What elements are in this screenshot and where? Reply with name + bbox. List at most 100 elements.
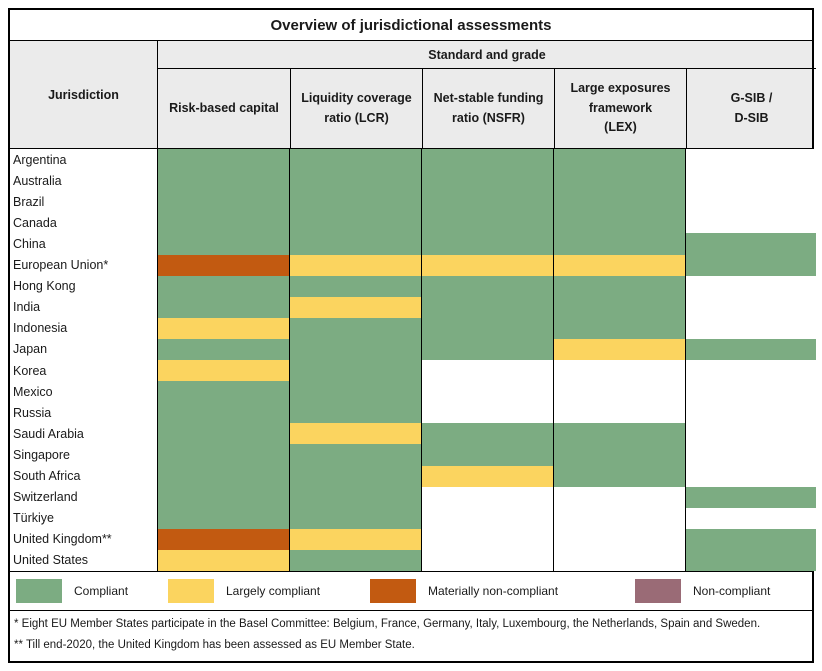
grade-cell xyxy=(289,423,421,445)
grade-cell xyxy=(421,338,553,360)
jurisdiction-label: Korea xyxy=(10,360,157,382)
grade-cell xyxy=(421,254,553,276)
jurisdiction-label: China xyxy=(10,233,157,255)
grade-cell xyxy=(157,528,289,550)
legend: Compliant Largely compliant Materially non… xyxy=(10,572,812,611)
grade-cell xyxy=(553,507,685,529)
grade-cell xyxy=(289,275,421,297)
grade-cell xyxy=(157,381,289,403)
jurisdiction-label: Singapore xyxy=(10,444,157,466)
grade-cell xyxy=(553,423,685,445)
grade-cell xyxy=(685,528,816,550)
table-row: Switzerland xyxy=(10,486,816,508)
grade-cell xyxy=(421,296,553,318)
grade-cell xyxy=(685,149,816,171)
jurisdiction-label: United States xyxy=(10,549,157,571)
grade-cell xyxy=(289,233,421,255)
grade-cell xyxy=(289,360,421,382)
grade-cell xyxy=(685,296,816,318)
jurisdiction-label: Switzerland xyxy=(10,486,157,508)
jurisdiction-label: Indonesia xyxy=(10,317,157,339)
jurisdiction-label: European Union* xyxy=(10,254,157,276)
table-row: Singapore xyxy=(10,444,816,466)
grade-cell xyxy=(289,465,421,487)
grade-cell xyxy=(553,338,685,360)
table-row: Hong Kong xyxy=(10,275,816,297)
jurisdiction-label: India xyxy=(10,296,157,318)
jurisdiction-label: Saudi Arabia xyxy=(10,423,157,445)
grade-cell xyxy=(553,465,685,487)
jurisdiction-column-header: Jurisdiction xyxy=(48,87,119,102)
table-row: South Africa xyxy=(10,465,816,487)
table-row: Japan xyxy=(10,338,816,360)
legend-swatch-compliant xyxy=(16,579,62,603)
column-header-4: G-SIB / D-SIB xyxy=(686,69,816,148)
legend-swatch-materially_non_compliant xyxy=(370,579,416,603)
grade-cell xyxy=(421,528,553,550)
grade-cell xyxy=(553,212,685,234)
grade-cell xyxy=(289,507,421,529)
legend-item: Materially non-compliant xyxy=(370,572,558,610)
table-row: Indonesia xyxy=(10,317,816,339)
legend-swatch-largely_compliant xyxy=(168,579,214,603)
grade-cell xyxy=(685,233,816,255)
grade-cell xyxy=(421,233,553,255)
grade-cell xyxy=(157,444,289,466)
grade-cell xyxy=(685,507,816,529)
grade-cell xyxy=(685,465,816,487)
legend-label: Largely compliant xyxy=(226,584,321,598)
grade-cell xyxy=(421,317,553,339)
grade-cell xyxy=(553,275,685,297)
grade-cell xyxy=(685,212,816,234)
table-row: Australia xyxy=(10,170,816,192)
grade-cell xyxy=(685,338,816,360)
grade-cell xyxy=(553,486,685,508)
grade-cell xyxy=(421,191,553,213)
grade-cell xyxy=(289,549,421,571)
table-row: Mexico xyxy=(10,381,816,403)
jurisdiction-label: Japan xyxy=(10,338,157,360)
grade-cell xyxy=(157,423,289,445)
grade-cell xyxy=(157,486,289,508)
grade-cell xyxy=(685,191,816,213)
grade-cell xyxy=(553,549,685,571)
column-header-3: Large exposures framework (LEX) xyxy=(554,69,686,148)
grade-cell xyxy=(289,528,421,550)
jurisdiction-label: Argentina xyxy=(10,149,157,171)
grade-cell xyxy=(289,486,421,508)
legend-item: Largely compliant xyxy=(168,572,320,610)
table-row: India xyxy=(10,296,816,318)
grade-cell xyxy=(421,170,553,192)
grade-cell xyxy=(553,381,685,403)
grade-cell xyxy=(289,170,421,192)
footnote-eu: * Eight EU Member States participate in … xyxy=(14,618,761,630)
table-row: United States xyxy=(10,549,816,571)
grade-cell xyxy=(289,191,421,213)
legend-item: Compliant xyxy=(16,572,128,610)
grade-cell xyxy=(289,212,421,234)
jurisdiction-label: Hong Kong xyxy=(10,275,157,297)
jurisdiction-label: Brazil xyxy=(10,191,157,213)
grade-cell xyxy=(157,275,289,297)
grade-cell xyxy=(157,317,289,339)
grade-cell xyxy=(553,254,685,276)
grade-cell xyxy=(421,486,553,508)
grade-cell xyxy=(157,360,289,382)
grade-cell xyxy=(289,254,421,276)
table-row: Canada xyxy=(10,212,816,234)
grade-cell xyxy=(553,149,685,171)
grade-cell xyxy=(553,233,685,255)
legend-label: Non-compliant xyxy=(693,584,771,598)
table-row: European Union* xyxy=(10,254,816,276)
jurisdiction-label: South Africa xyxy=(10,465,157,487)
column-header-0: Risk-based capital xyxy=(169,100,279,115)
grade-cell xyxy=(289,296,421,318)
column-header-2: Net-stable funding ratio (NSFR) xyxy=(422,69,554,148)
grade-cell xyxy=(421,149,553,171)
grade-cell xyxy=(289,149,421,171)
grade-cell xyxy=(289,317,421,339)
grade-cell xyxy=(157,402,289,424)
legend-swatch-non_compliant xyxy=(635,579,681,603)
grade-cell xyxy=(157,465,289,487)
column-header-1: Liquidity coverage ratio (LCR) xyxy=(290,69,422,148)
